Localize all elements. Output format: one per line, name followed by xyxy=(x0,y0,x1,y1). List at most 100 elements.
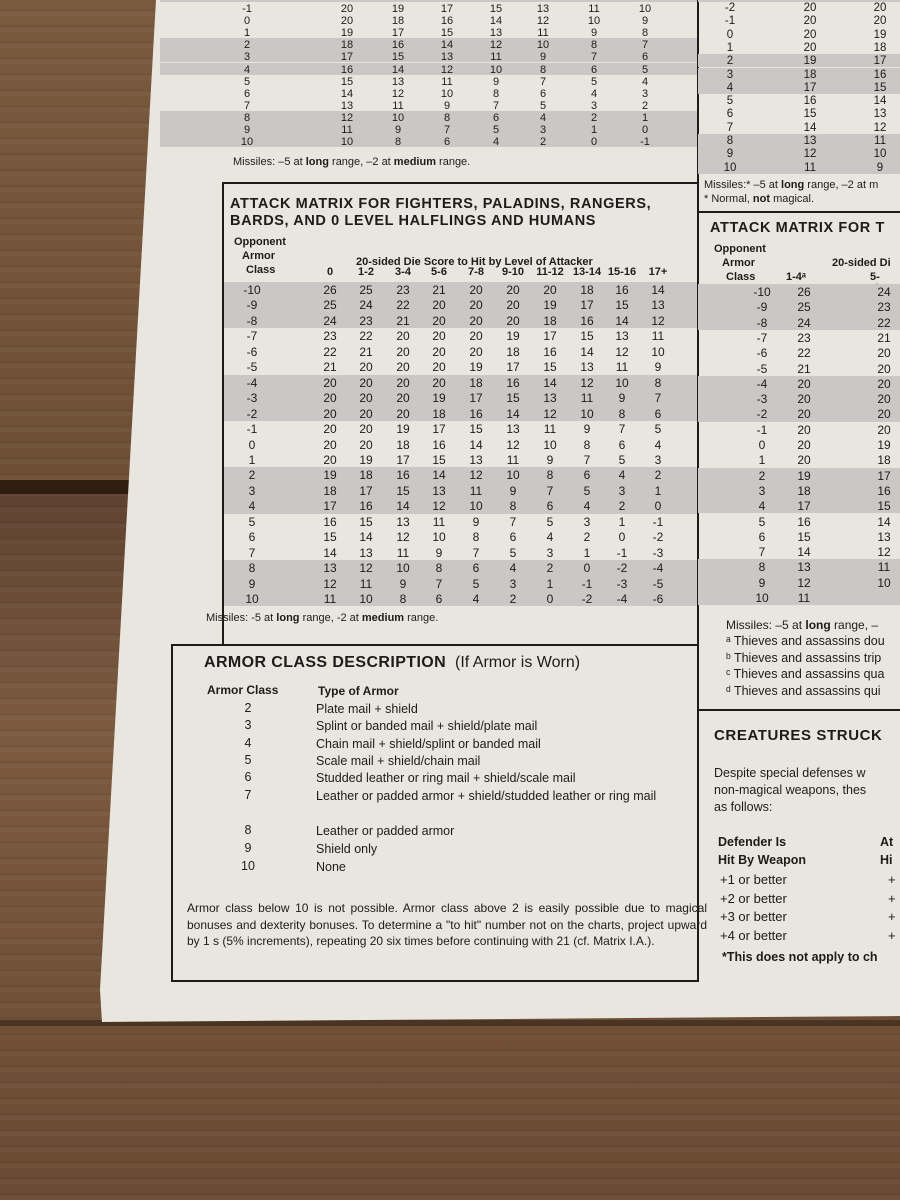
cell-value: 9 xyxy=(876,161,884,174)
creatures-footnote: *This does not apply to ch xyxy=(722,950,878,964)
cell-value: 10 xyxy=(340,136,354,149)
cell-value: 10 xyxy=(873,148,887,161)
cell-value: 15 xyxy=(391,51,405,64)
row-armor-class: 4 xyxy=(248,499,256,514)
shaded-row-band xyxy=(224,297,697,313)
cell-value: 12 xyxy=(873,121,887,134)
row-armor-class: -10 xyxy=(243,283,261,297)
cell-value: 13 xyxy=(536,3,550,15)
row-armor-class: -7 xyxy=(246,329,258,344)
armor-class-heading: ARMOR CLASS DESCRIPTION (If Armor is Wor… xyxy=(204,654,581,671)
row-armor-class: 8 xyxy=(758,560,766,575)
cell-value: 18 xyxy=(873,41,887,54)
row-armor-class: 6 xyxy=(243,87,251,100)
cell-value: 3 xyxy=(539,124,547,136)
row-armor-class: 5 xyxy=(243,75,251,88)
row-armor-class: 2 xyxy=(243,39,251,52)
row-armor-class: -1 xyxy=(242,3,252,15)
cell-value: 12 xyxy=(803,148,817,161)
thieves-missiles-note: Missiles: –5 at long range, – xyxy=(726,618,879,632)
armor-type-description: Chain mail + shield/splint or banded mai… xyxy=(316,737,541,751)
cell-value: 20 xyxy=(803,15,817,28)
cell-value: 21 xyxy=(396,313,410,328)
cell-value: 2 xyxy=(618,499,626,514)
top-right-footnote: * Normal, not magical. xyxy=(704,193,815,205)
creatures-text: as follows: xyxy=(714,800,773,814)
attacker-bonus-row: + xyxy=(888,909,896,924)
row-armor-class: 10 xyxy=(723,161,737,174)
cell-value: 20 xyxy=(396,360,410,375)
cell-value: 22 xyxy=(877,315,891,330)
cell-value: 15 xyxy=(543,360,557,375)
cell-value: 20 xyxy=(469,313,483,328)
top-left-missiles-note: Missiles: –5 at long range, –2 at medium… xyxy=(233,156,471,168)
reference-sheet: -1 20 19 17 15 13 11 10 0 20 18 16 14 12 10 9 1 19 17 15 13 1… xyxy=(100,0,900,1022)
cell-value: 20 xyxy=(359,360,373,375)
cell-value: 3 xyxy=(546,545,554,560)
cell-value: 11 xyxy=(323,592,337,606)
shaded-row-band xyxy=(224,282,697,298)
row-armor-class: -3 xyxy=(756,392,768,407)
cell-value: 20 xyxy=(543,283,557,297)
cell-value: 1 xyxy=(590,124,598,136)
cell-value: 4 xyxy=(654,437,662,452)
cell-value: 16 xyxy=(873,68,887,81)
cell-value: 0 xyxy=(641,124,649,136)
thieves-footnote: ᵈ Thieves and assassins qui xyxy=(726,683,881,698)
row-armor-class: 1 xyxy=(248,452,256,467)
cell-value: 15 xyxy=(873,81,887,94)
cell-value: 13 xyxy=(391,75,405,88)
armor-type-description: Plate mail + shield xyxy=(316,702,418,716)
creatures-text: Despite special defenses w xyxy=(714,766,866,780)
cell-value: 15 xyxy=(580,329,594,344)
shaded-row-band xyxy=(224,560,697,576)
shaded-row-band xyxy=(698,134,900,148)
thieves-footnote: ᶜ Thieves and assassins qua xyxy=(726,667,885,681)
cell-value: 15 xyxy=(877,499,891,514)
cell-value: -3 xyxy=(652,545,664,560)
cell-value: 7 xyxy=(472,545,480,560)
cell-value: 0 xyxy=(590,136,598,149)
top-right-missiles-note: Missiles:* –5 at long range, –2 at m xyxy=(704,179,879,191)
cell-value: 10 xyxy=(396,561,410,576)
cell-value: 1 xyxy=(641,111,649,124)
cell-value: 12 xyxy=(651,313,665,328)
cell-value: 17 xyxy=(506,360,520,375)
cell-value: -5 xyxy=(652,576,664,591)
weapon-bonus-row: +4 or better xyxy=(720,927,787,943)
cell-value: 18 xyxy=(469,375,483,390)
cell-value: 13 xyxy=(432,483,446,498)
cell-value: 8 xyxy=(394,136,402,149)
shaded-row-band xyxy=(224,390,697,406)
cell-value: 9 xyxy=(443,99,451,112)
shaded-row-band xyxy=(698,498,900,514)
cell-value: 9 xyxy=(399,576,407,591)
shaded-row-band xyxy=(224,467,697,483)
cell-value: 20 xyxy=(873,2,887,14)
cell-value: 20 xyxy=(797,438,811,452)
cell-value: 16 xyxy=(797,514,811,529)
cell-value: 20 xyxy=(323,406,337,421)
cell-value: 1 xyxy=(546,576,554,591)
cell-value: 11 xyxy=(797,591,811,605)
cell-value: 20 xyxy=(873,15,887,28)
cell-value: 10 xyxy=(536,39,550,52)
cell-value: 22 xyxy=(359,329,373,344)
column-header: 3-4 xyxy=(395,266,411,278)
shaded-row-band xyxy=(224,591,697,607)
cell-value: 18 xyxy=(359,468,373,483)
cell-value: 17 xyxy=(391,27,405,40)
cell-value: 23 xyxy=(877,300,891,315)
cell-value: 14 xyxy=(489,15,503,28)
row-armor-class: 2 xyxy=(758,468,766,483)
cell-value: 9 xyxy=(654,360,662,375)
cell-value: 3 xyxy=(509,576,517,591)
cell-value: 10 xyxy=(651,344,665,359)
shaded-row-band xyxy=(160,50,698,63)
cell-value: 7 xyxy=(509,514,517,529)
cell-value: 5 xyxy=(509,545,517,560)
cell-value: 20 xyxy=(432,313,446,328)
row-armor-class: 7 xyxy=(726,121,734,134)
row-armor-class: -4 xyxy=(246,375,258,390)
cell-value: 12 xyxy=(396,530,410,545)
